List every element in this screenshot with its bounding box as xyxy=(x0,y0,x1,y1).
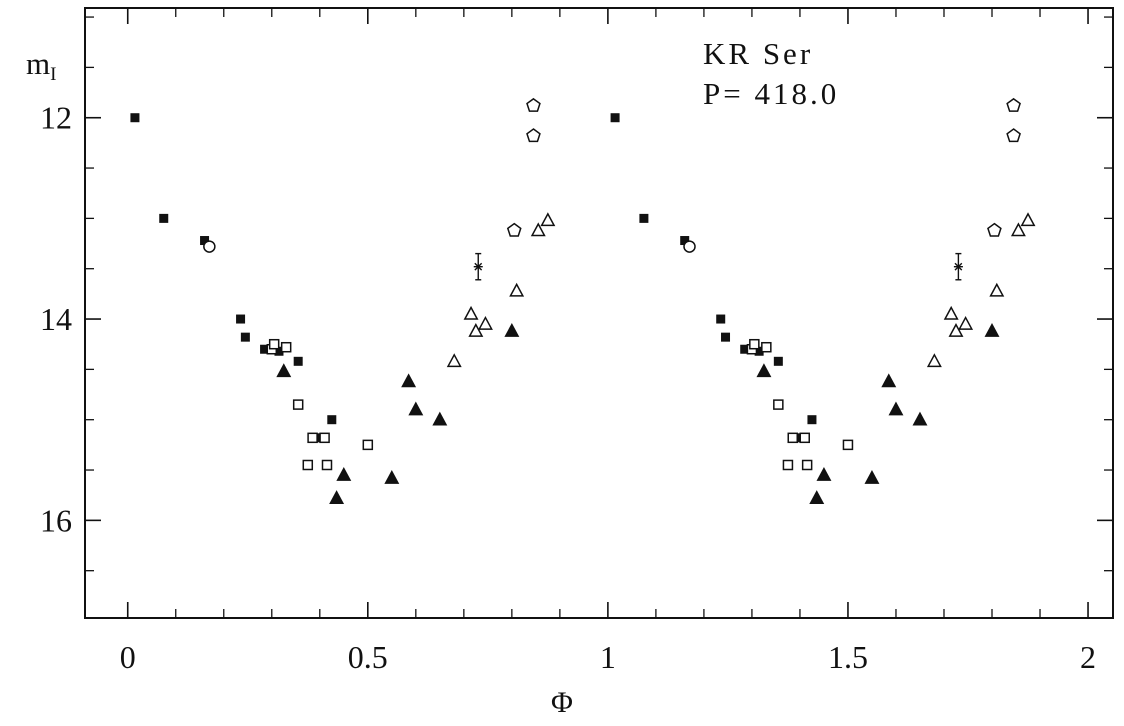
open-square-marker xyxy=(799,432,810,444)
open-pentagon-marker xyxy=(526,97,541,112)
open-square-marker xyxy=(268,338,280,350)
filled-square-marker xyxy=(293,356,303,366)
filled-square-marker xyxy=(327,415,337,425)
filled-triangle-marker xyxy=(276,363,292,378)
open-square-marker xyxy=(302,459,314,471)
open-square-marker xyxy=(292,399,304,410)
open-triangle-marker xyxy=(446,353,462,368)
open-triangle-marker xyxy=(468,323,484,337)
open-square-marker xyxy=(782,459,794,471)
filled-square-marker xyxy=(807,415,817,425)
filled-square-marker xyxy=(740,344,750,354)
open-triangle-marker xyxy=(509,282,525,297)
open-triangle-marker xyxy=(530,222,546,237)
filled-square-marker xyxy=(721,332,731,342)
open-square-marker xyxy=(761,341,772,353)
open-square-marker xyxy=(321,459,333,471)
open-square-marker xyxy=(749,338,760,350)
filled-square-marker xyxy=(260,344,270,354)
filled-triangle-marker xyxy=(756,363,772,378)
star-name-label: KR Ser xyxy=(703,36,814,71)
open-pentagon-marker xyxy=(506,222,522,237)
open-pentagon-marker xyxy=(1006,128,1021,143)
open-circle-marker xyxy=(203,240,216,253)
filled-square-marker xyxy=(159,213,169,223)
y-axis-label: mI xyxy=(26,46,56,86)
filled-triangle-marker xyxy=(504,323,520,337)
open-pentagon-marker xyxy=(987,222,1002,237)
x-tick-label: 2 xyxy=(1080,639,1096,675)
x-tick-label: 0.5 xyxy=(348,639,388,675)
filled-triangle-marker xyxy=(329,490,345,504)
open-square-marker xyxy=(842,439,854,451)
open-triangle-marker xyxy=(926,353,942,368)
open-square-marker xyxy=(307,432,318,444)
open-square-marker xyxy=(319,432,330,444)
open-triangle-marker xyxy=(1020,212,1036,227)
filled-triangle-marker xyxy=(384,470,400,484)
open-square-marker xyxy=(773,399,784,410)
x-axis-label: Φ xyxy=(551,686,573,719)
open-square-marker xyxy=(280,341,292,353)
filled-triangle-marker xyxy=(888,401,904,416)
filled-square-marker xyxy=(716,314,726,324)
filled-triangle-marker xyxy=(432,411,448,426)
period-label: P= 418.0 xyxy=(703,76,840,111)
open-triangle-marker xyxy=(477,315,493,330)
filled-triangle-marker xyxy=(408,401,424,416)
filled-triangle-marker xyxy=(401,373,417,388)
filled-square-marker xyxy=(200,236,210,246)
filled-square-marker xyxy=(610,113,620,123)
filled-triangle-marker xyxy=(336,466,352,481)
y-axis-label-sub: I xyxy=(50,64,57,85)
open-circle-marker xyxy=(683,240,696,253)
filled-triangle-marker xyxy=(881,373,897,388)
filled-triangle-marker xyxy=(864,470,880,484)
filled-square-marker xyxy=(130,113,140,123)
y-tick-label: 16 xyxy=(40,502,72,538)
filled-triangle-marker xyxy=(809,490,825,504)
open-pentagon-marker xyxy=(526,128,541,143)
open-square-marker xyxy=(801,459,813,471)
x-tick-label: 1 xyxy=(600,639,616,675)
open-pentagon-marker xyxy=(1006,97,1021,112)
filled-square-marker xyxy=(680,236,690,246)
open-square-marker xyxy=(362,439,374,451)
open-triangle-marker xyxy=(989,282,1005,297)
axis-tick xyxy=(474,262,483,271)
open-square-marker xyxy=(787,432,798,444)
y-tick-label: 14 xyxy=(40,301,72,337)
open-triangle-marker xyxy=(958,315,974,330)
y-tick-label: 12 xyxy=(40,100,72,136)
open-triangle-marker xyxy=(948,323,964,337)
open-triangle-marker xyxy=(1010,222,1026,237)
x-tick-label: 0 xyxy=(120,639,136,675)
open-triangle-marker xyxy=(943,305,959,320)
filled-square-marker xyxy=(240,332,250,342)
open-triangle-marker xyxy=(463,305,479,320)
plot-frame xyxy=(84,7,1114,619)
filled-square-marker xyxy=(236,314,246,324)
filled-triangle-marker xyxy=(984,323,1000,337)
x-tick-label: 1.5 xyxy=(828,639,868,675)
open-triangle-marker xyxy=(540,212,556,227)
filled-square-marker xyxy=(754,346,764,356)
filled-triangle-marker xyxy=(912,411,928,426)
filled-square-marker xyxy=(773,356,783,366)
filled-square-marker xyxy=(639,213,649,223)
filled-triangle-marker xyxy=(816,466,832,481)
filled-square-marker xyxy=(274,346,284,356)
y-axis-label-main: m xyxy=(26,46,51,81)
axis-tick xyxy=(954,262,963,271)
